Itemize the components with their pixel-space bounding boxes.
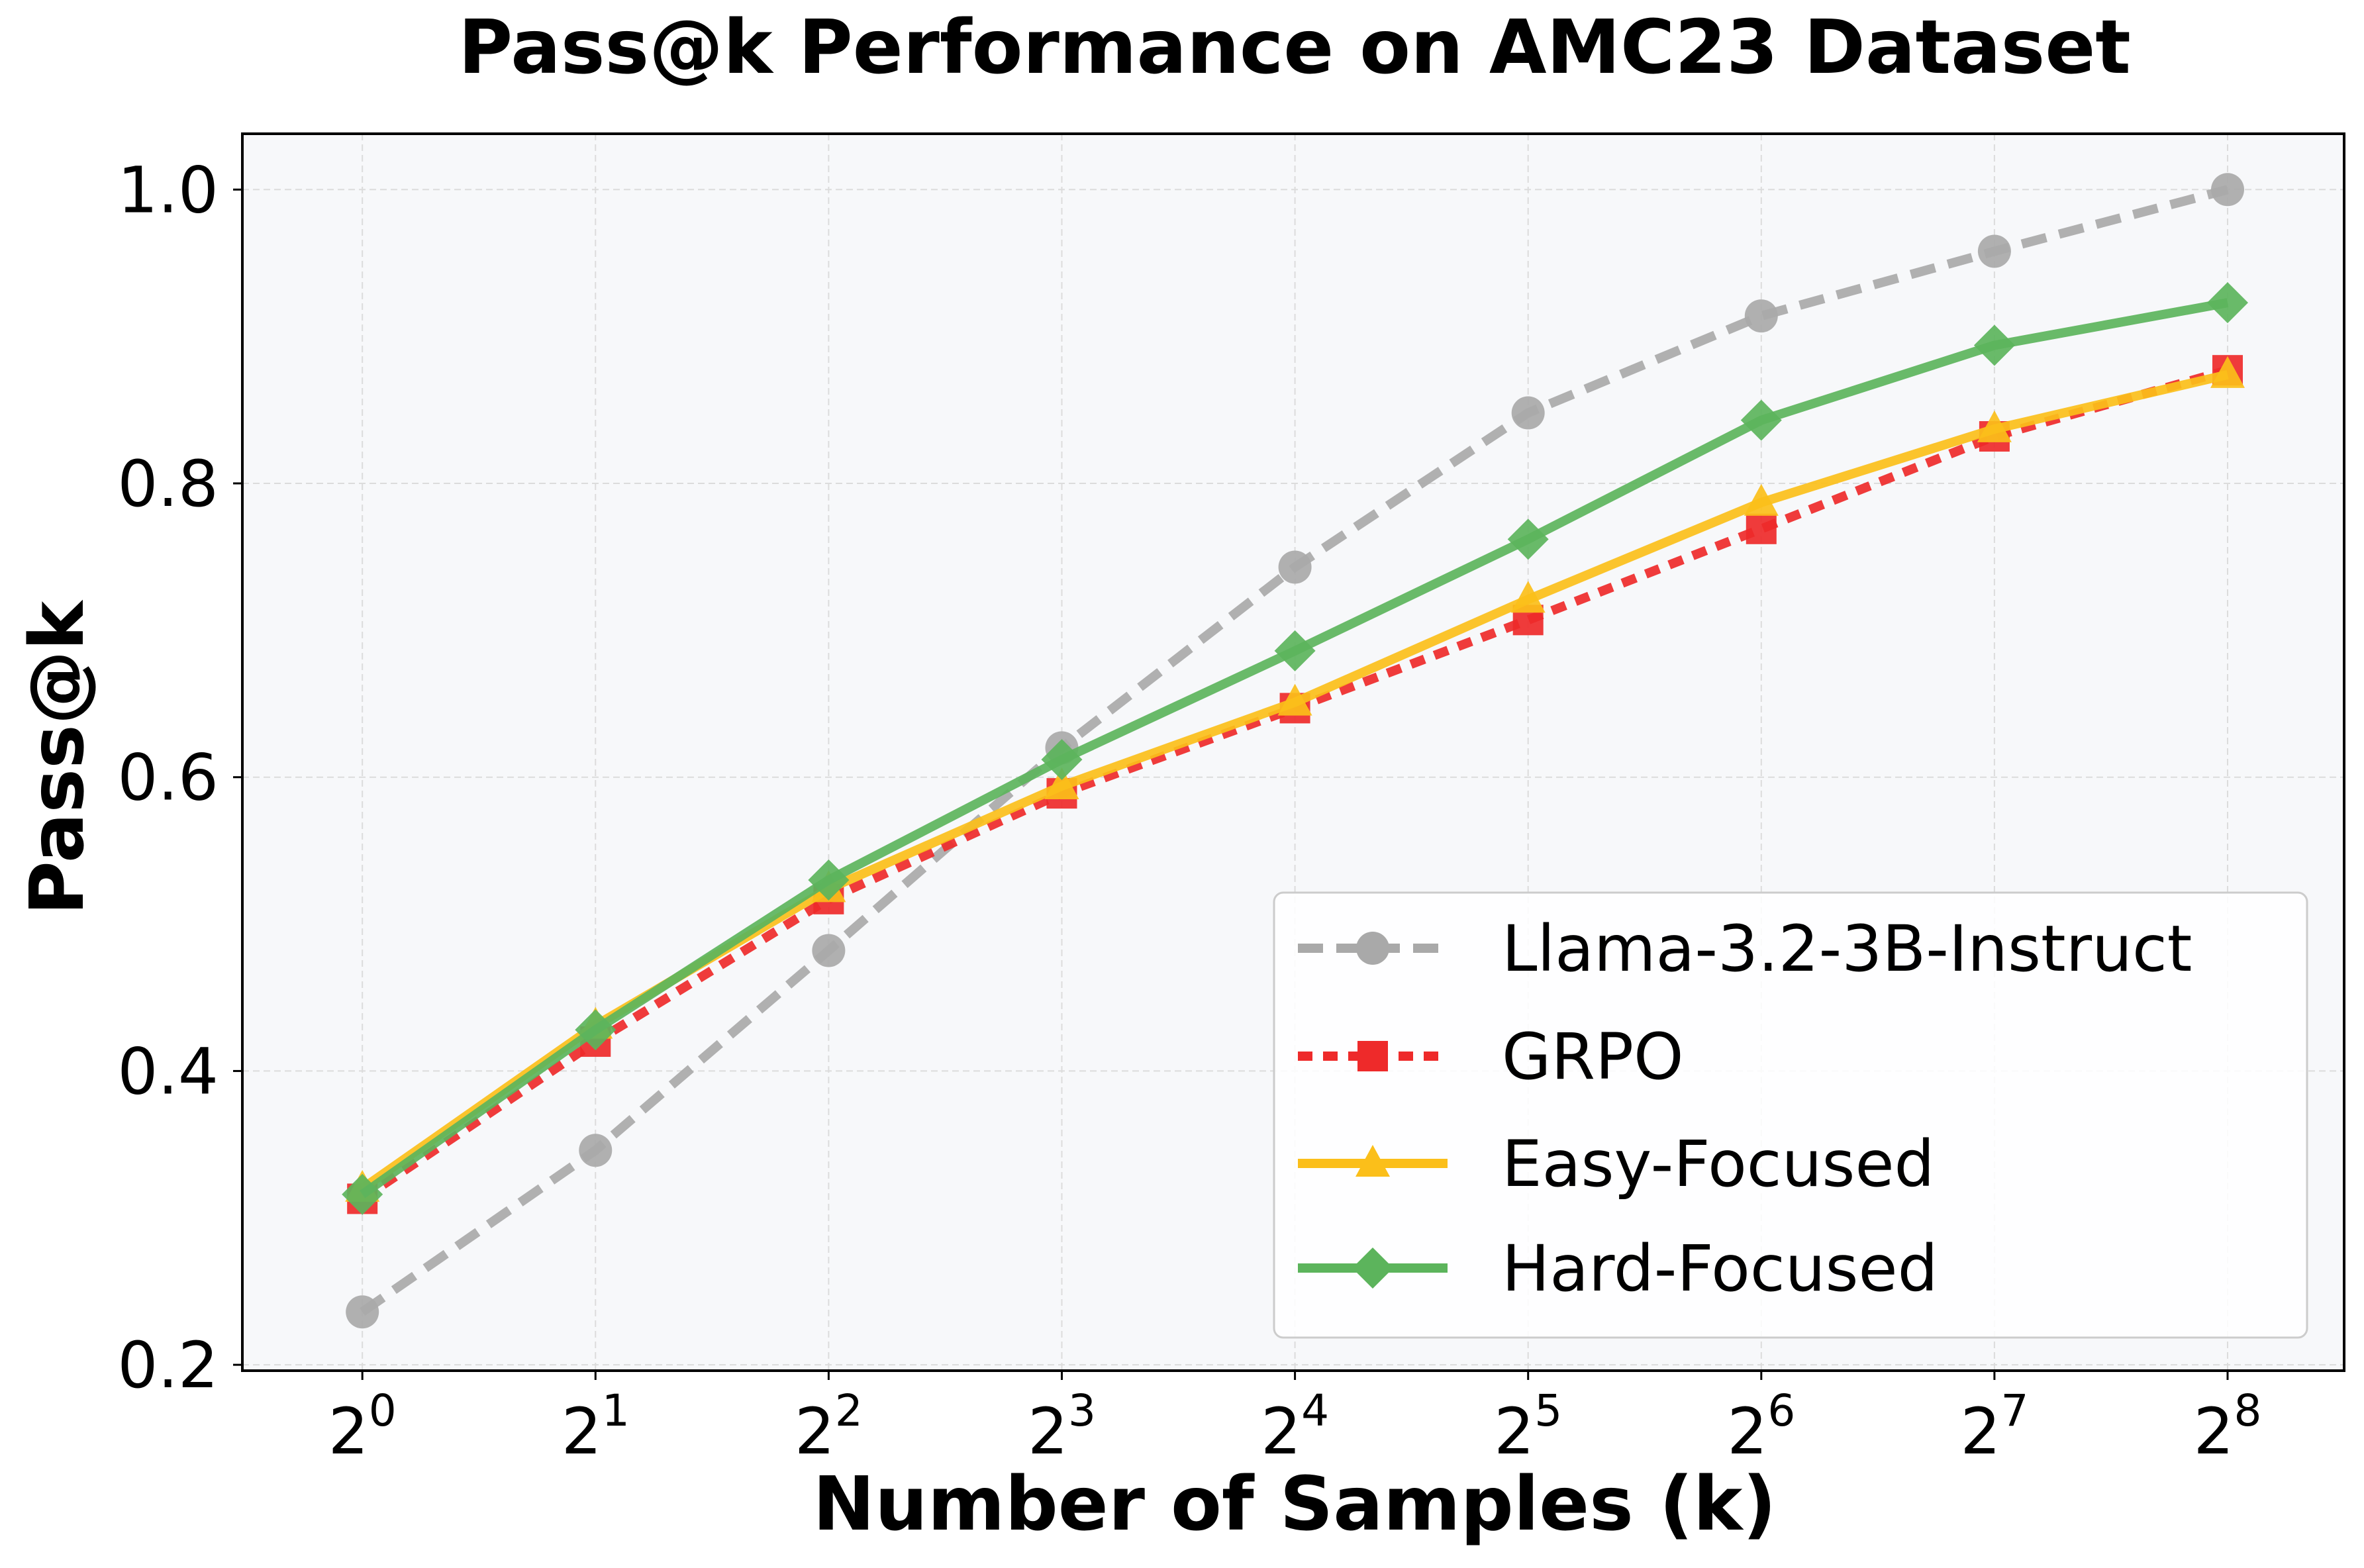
data-point-hard-focused <box>1274 630 1316 671</box>
data-point-llama-3-2-3b-instruct <box>1511 396 1545 430</box>
chart-title: Pass@k Performance on AMC23 Dataset <box>458 5 2131 91</box>
y-tick-label: 0.4 <box>117 1034 219 1108</box>
x-tick-label: 27 <box>1960 1385 2028 1469</box>
data-point-hard-focused <box>575 1009 616 1051</box>
data-point-llama-3-2-3b-instruct <box>1977 234 2011 268</box>
axis-ticks: 20 21 22 23 24 25 26 27 28 0.2 0.4 0.6 0.8 1.0 <box>117 153 2261 1469</box>
x-tick-label: 23 <box>1028 1385 1096 1469</box>
plot-frame <box>241 132 2345 1372</box>
data-point-easy-focused <box>2210 356 2245 388</box>
legend-item-grpo: GRPO <box>1298 1020 1684 1094</box>
y-tick-label: 0.2 <box>117 1328 219 1402</box>
data-point-easy-focused <box>1744 483 1779 516</box>
legend-label: GRPO <box>1502 1020 1684 1094</box>
data-point-llama-3-2-3b-instruct <box>1744 299 1778 333</box>
data-point-easy-focused <box>1977 410 2012 442</box>
y-tick-label: 0.6 <box>117 741 219 815</box>
data-point-llama-3-2-3b-instruct <box>579 1134 613 1167</box>
legend-label: Easy-Focused <box>1502 1127 1934 1201</box>
legend-label: Llama-3.2-3B-Instruct <box>1502 912 2192 986</box>
x-tick-label: 22 <box>795 1385 863 1469</box>
x-tick-label: 21 <box>562 1385 630 1469</box>
data-point-easy-focused <box>1277 683 1312 716</box>
legend-swatch-marker <box>1356 932 1389 965</box>
legend-label: Hard-Focused <box>1502 1232 1938 1306</box>
x-axis-label: Number of Samples (k) <box>813 1461 1776 1547</box>
data-point-llama-3-2-3b-instruct <box>346 1295 379 1329</box>
x-tick-label: 28 <box>2193 1385 2261 1469</box>
x-tick-label: 20 <box>328 1385 397 1469</box>
data-point-hard-focused <box>342 1173 383 1215</box>
y-tick-label: 1.0 <box>117 153 219 227</box>
legend-swatch-marker <box>1352 1248 1393 1289</box>
data-point-grpo <box>1746 513 1777 544</box>
data-point-llama-3-2-3b-instruct <box>2211 173 2245 207</box>
legend-box <box>1273 891 2308 1339</box>
x-tick-label: 26 <box>1727 1385 1795 1469</box>
legend-swatch-marker <box>1355 1145 1390 1177</box>
data-point-llama-3-2-3b-instruct <box>1278 550 1312 584</box>
y-tick-label: 0.8 <box>117 447 219 521</box>
x-tick-label: 24 <box>1261 1385 1329 1469</box>
legend: Llama-3.2-3B-Instruct GRPO Easy-Focused Har… <box>1273 891 2308 1339</box>
legend-item-easy-focused: Easy-Focused <box>1298 1127 1934 1201</box>
legend-swatch-marker <box>1357 1041 1388 1071</box>
legend-item-hard-focused: Hard-Focused <box>1298 1232 1938 1306</box>
data-point-hard-focused <box>1740 399 1782 441</box>
data-point-hard-focused <box>1973 324 2015 366</box>
data-point-hard-focused <box>808 859 850 901</box>
data-point-easy-focused <box>1510 581 1546 613</box>
data-point-hard-focused <box>2207 282 2249 324</box>
data-point-easy-focused <box>1044 767 1079 800</box>
series-hard-focused <box>342 282 2249 1215</box>
data-point-hard-focused <box>1041 739 1083 781</box>
series-layer <box>342 173 2249 1329</box>
legend-item-llama-3-2-3b-instruct: Llama-3.2-3B-Instruct <box>1298 912 2192 986</box>
y-axis-label: Pass@k <box>15 599 101 915</box>
data-point-hard-focused <box>1507 518 1549 560</box>
x-tick-label: 25 <box>1494 1385 1562 1469</box>
data-point-llama-3-2-3b-instruct <box>812 934 846 967</box>
